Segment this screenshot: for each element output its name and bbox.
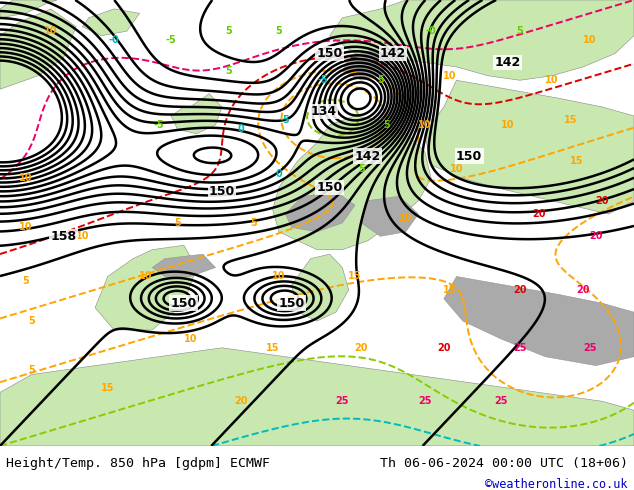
Text: 20: 20: [595, 196, 609, 206]
Text: 15: 15: [570, 155, 584, 166]
Text: 10: 10: [583, 35, 597, 45]
Text: 5: 5: [225, 26, 231, 36]
Text: 15: 15: [266, 343, 280, 353]
Text: 5: 5: [377, 75, 384, 85]
Text: 10: 10: [272, 271, 286, 281]
Text: -5: -5: [153, 120, 164, 130]
Text: Height/Temp. 850 hPa [gdpm] ECMWF: Height/Temp. 850 hPa [gdpm] ECMWF: [6, 457, 270, 470]
Text: 25: 25: [583, 343, 597, 353]
Text: 0: 0: [276, 169, 282, 179]
Text: 5: 5: [22, 276, 29, 286]
Text: 142: 142: [494, 56, 521, 69]
Text: 20: 20: [354, 343, 368, 353]
Text: 10: 10: [443, 71, 457, 81]
Text: 5: 5: [174, 218, 181, 228]
Text: 25: 25: [494, 396, 508, 406]
Text: 10: 10: [418, 120, 432, 130]
Text: 5: 5: [517, 26, 523, 36]
Text: 10: 10: [139, 271, 153, 281]
Text: 25: 25: [513, 343, 527, 353]
Text: ©weatheronline.co.uk: ©weatheronline.co.uk: [485, 478, 628, 490]
Text: 20: 20: [532, 209, 546, 219]
Text: 20: 20: [437, 343, 451, 353]
Text: 150: 150: [278, 297, 305, 310]
Text: 0: 0: [238, 124, 244, 134]
Text: 5: 5: [250, 218, 257, 228]
Text: 20: 20: [513, 285, 527, 295]
Text: 10: 10: [500, 120, 514, 130]
Text: 25: 25: [418, 396, 432, 406]
Text: 10: 10: [450, 165, 463, 174]
Text: 10: 10: [44, 26, 58, 36]
Text: 5: 5: [29, 365, 35, 375]
Text: 142: 142: [380, 47, 406, 60]
Text: 134: 134: [310, 105, 337, 118]
Text: 15: 15: [443, 285, 457, 295]
Text: -5: -5: [166, 35, 176, 45]
Text: 10: 10: [399, 214, 413, 223]
Text: 142: 142: [354, 149, 381, 163]
Text: 150: 150: [209, 185, 235, 198]
Text: 10: 10: [183, 334, 197, 344]
Text: 10: 10: [18, 222, 32, 232]
Text: 20: 20: [234, 396, 248, 406]
Text: -5: -5: [280, 115, 290, 125]
Text: -0: -0: [109, 35, 119, 45]
Text: 10: 10: [18, 173, 32, 183]
Text: 5: 5: [29, 316, 35, 326]
Text: -0: -0: [426, 26, 436, 36]
Text: 15: 15: [348, 271, 362, 281]
Text: 5: 5: [358, 165, 365, 174]
Text: 15: 15: [101, 383, 115, 393]
Text: 15: 15: [564, 115, 578, 125]
Text: Th 06-06-2024 00:00 UTC (18+06): Th 06-06-2024 00:00 UTC (18+06): [380, 457, 628, 470]
Text: 10: 10: [75, 231, 89, 242]
Text: 150: 150: [316, 181, 343, 194]
Text: 25: 25: [335, 396, 349, 406]
Text: 5: 5: [276, 26, 282, 36]
Text: 150: 150: [171, 297, 197, 310]
Text: 10: 10: [545, 75, 559, 85]
Text: 20: 20: [576, 285, 590, 295]
Text: 20: 20: [589, 231, 603, 242]
Text: 158: 158: [50, 230, 77, 243]
Text: 5: 5: [225, 66, 231, 76]
Text: 150: 150: [456, 149, 482, 163]
Text: 150: 150: [316, 47, 343, 60]
Text: -5: -5: [318, 75, 328, 85]
Text: 5: 5: [384, 120, 390, 130]
